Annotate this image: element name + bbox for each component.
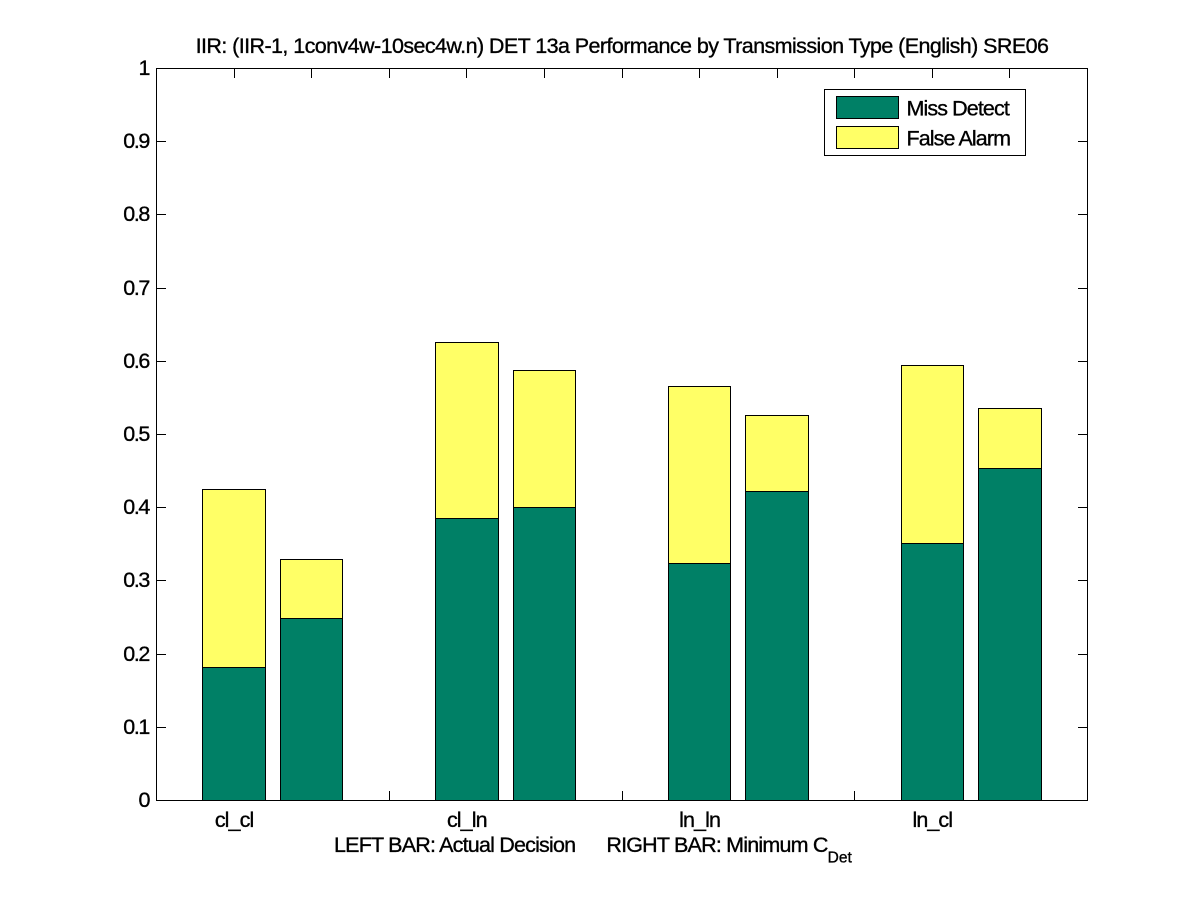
svg-text:cl_cl: cl_cl (215, 808, 254, 832)
svg-text:False Alarm: False Alarm (907, 126, 1011, 150)
svg-text:ln_ln: ln_ln (679, 808, 720, 832)
svg-text:ln_cl: ln_cl (912, 808, 952, 832)
svg-text:0.2: 0.2 (123, 642, 149, 666)
svg-text:0.8: 0.8 (123, 202, 150, 226)
svg-text:0.7: 0.7 (123, 276, 149, 300)
svg-text:0.6: 0.6 (123, 349, 150, 373)
svg-text:0.1: 0.1 (123, 715, 149, 739)
svg-text:0.3: 0.3 (123, 568, 150, 592)
svg-text:0.4: 0.4 (123, 495, 150, 519)
svg-text:0.5: 0.5 (123, 422, 150, 446)
svg-text:0.9: 0.9 (123, 129, 149, 153)
svg-text:0: 0 (138, 788, 150, 812)
svg-text:1: 1 (138, 56, 149, 80)
svg-text:cl_ln: cl_ln (447, 808, 487, 832)
svg-text:Miss Detect: Miss Detect (907, 96, 1010, 120)
svg-text:IIR: (IIR-1, 1conv4w-10sec4w.n: IIR: (IIR-1, 1conv4w-10sec4w.n) DET 13a … (196, 34, 1049, 58)
